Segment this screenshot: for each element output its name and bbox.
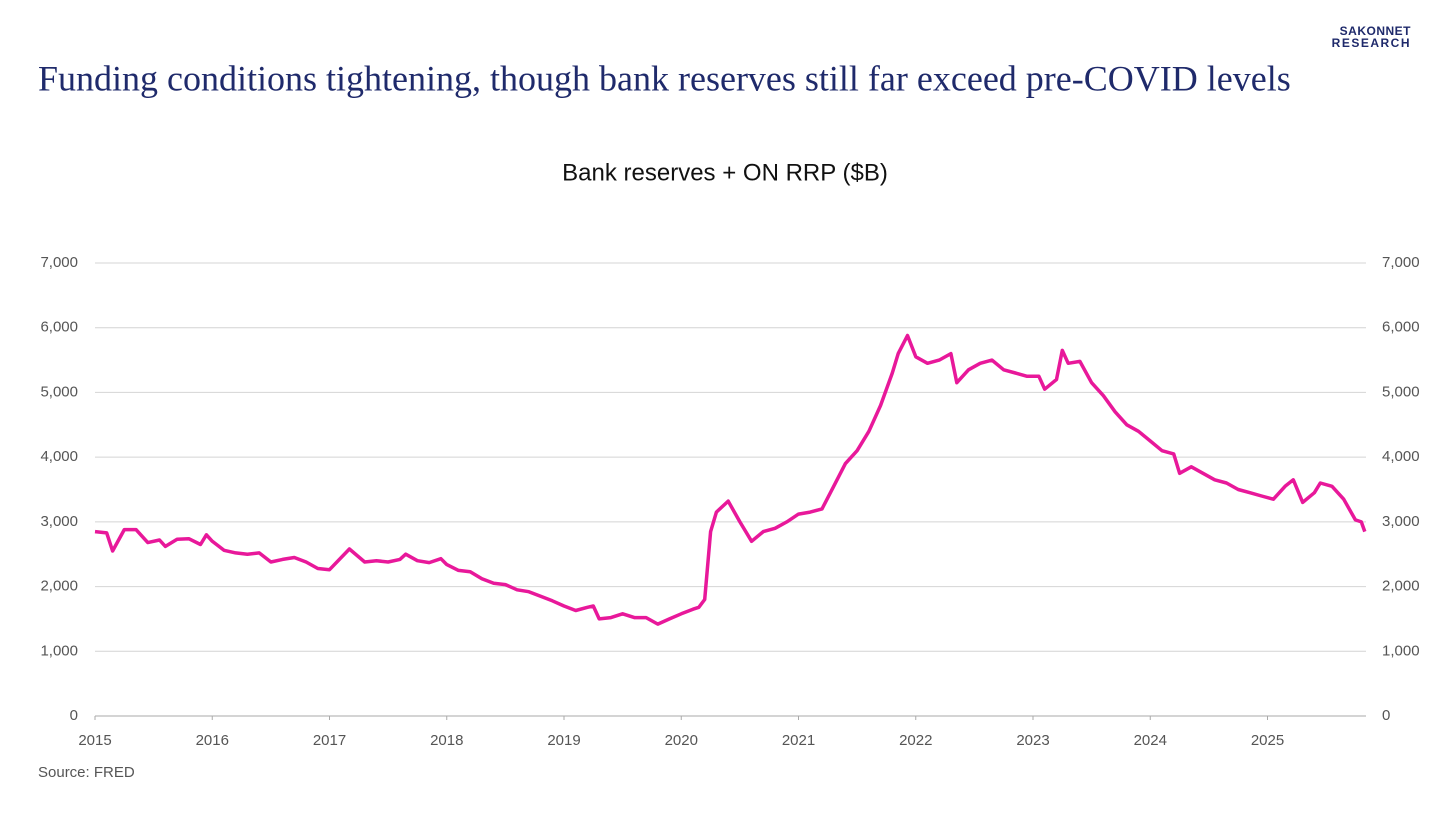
source-note: Source: FRED bbox=[38, 764, 135, 781]
y2-tick-label: 7,000 bbox=[1382, 254, 1420, 271]
x-tick-label: 2021 bbox=[782, 732, 815, 749]
y-tick-label: 2,000 bbox=[40, 578, 78, 595]
y-tick-label: 0 bbox=[70, 707, 78, 724]
y2-tick-label: 0 bbox=[1382, 707, 1390, 724]
x-tick-label: 2016 bbox=[196, 732, 229, 749]
x-tick-label: 2022 bbox=[899, 732, 932, 749]
y-tick-label: 4,000 bbox=[40, 448, 78, 465]
y2-tick-label: 2,000 bbox=[1382, 578, 1420, 595]
chart-title: Bank reserves + ON RRP ($B) bbox=[562, 159, 888, 186]
y2-tick-label: 4,000 bbox=[1382, 448, 1420, 465]
line bbox=[94, 333, 1367, 626]
y2-tick-label: 5,000 bbox=[1382, 383, 1420, 400]
logo: SAKONNET bbox=[1340, 24, 1412, 38]
x-tick-label: 2018 bbox=[430, 732, 463, 749]
x-tick-label: 2024 bbox=[1134, 732, 1167, 749]
x-tick-label: 2025 bbox=[1251, 732, 1284, 749]
y-tick-label: 6,000 bbox=[40, 319, 78, 336]
x-tick-label: 2019 bbox=[547, 732, 580, 749]
y2-tick-label: 3,000 bbox=[1382, 513, 1420, 530]
y-tick-label: 7,000 bbox=[40, 254, 78, 271]
y2-tick-label: 6,000 bbox=[1382, 319, 1420, 336]
y2-tick-label: 1,000 bbox=[1382, 642, 1420, 659]
y-tick-label: 3,000 bbox=[40, 513, 78, 530]
page-title: Funding conditions tightening, though ba… bbox=[38, 58, 1291, 98]
x-tick-label: 2015 bbox=[78, 732, 111, 749]
y-tick-label: 1,000 bbox=[40, 642, 78, 659]
x-tick-label: 2023 bbox=[1016, 732, 1049, 749]
logo: RESEARCH bbox=[1332, 36, 1411, 50]
x-tick-label: 2020 bbox=[665, 732, 698, 749]
x-tick-label: 2017 bbox=[313, 732, 346, 749]
y-tick-label: 5,000 bbox=[40, 383, 78, 400]
